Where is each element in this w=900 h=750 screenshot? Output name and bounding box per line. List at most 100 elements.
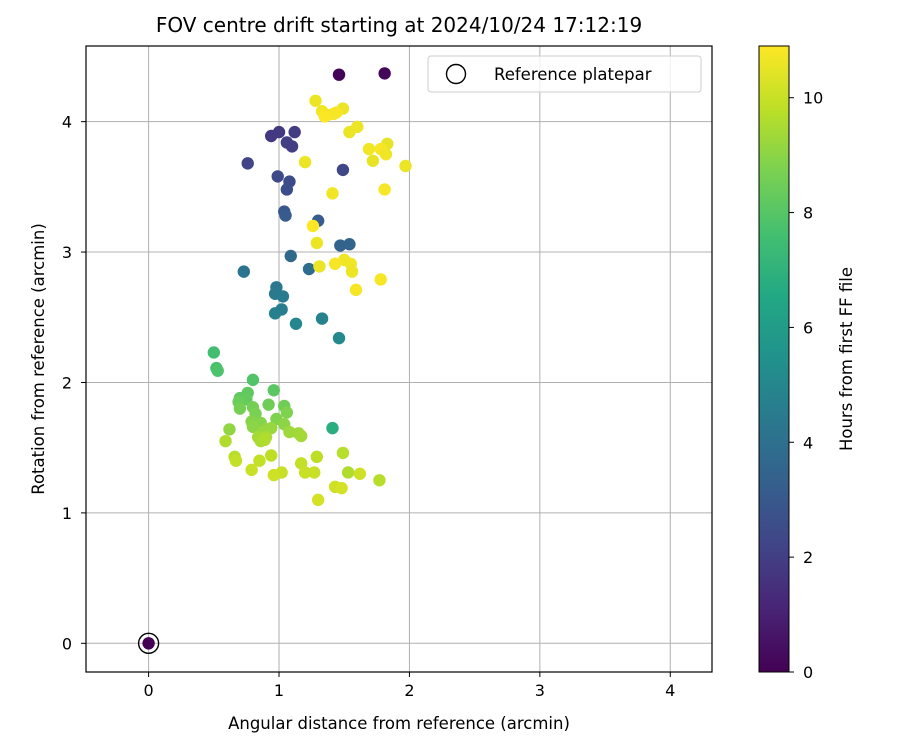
data-point bbox=[271, 170, 284, 183]
data-point bbox=[309, 94, 322, 107]
data-point bbox=[279, 209, 292, 222]
legend: Reference platepar bbox=[427, 55, 702, 93]
data-point bbox=[272, 125, 286, 139]
data-point bbox=[332, 68, 346, 81]
data-point bbox=[288, 125, 301, 139]
data-point bbox=[336, 446, 350, 460]
grid bbox=[86, 46, 712, 672]
x-tick-label: 3 bbox=[535, 681, 545, 700]
colorbar-tick-label: 0 bbox=[803, 663, 813, 682]
data-point bbox=[306, 219, 320, 233]
data-point bbox=[399, 159, 412, 173]
data-point bbox=[298, 155, 312, 169]
data-point bbox=[223, 423, 236, 436]
reference-point-group bbox=[137, 632, 160, 655]
data-point bbox=[253, 454, 266, 467]
data-point bbox=[318, 110, 331, 123]
colorbar bbox=[758, 45, 790, 673]
data-point bbox=[245, 463, 258, 477]
data-point bbox=[343, 238, 356, 251]
data-point bbox=[362, 142, 376, 156]
data-point bbox=[246, 420, 260, 434]
data-point bbox=[378, 183, 391, 196]
colorbar-title: Hours from first FF file bbox=[837, 267, 856, 451]
data-point bbox=[280, 406, 294, 419]
data-point bbox=[341, 466, 355, 479]
data-point bbox=[283, 425, 296, 439]
data-point bbox=[373, 474, 386, 487]
legend-marker-icon bbox=[445, 63, 467, 85]
data-point bbox=[366, 154, 380, 167]
data-point bbox=[241, 157, 254, 170]
data-point bbox=[311, 493, 325, 507]
data-point bbox=[353, 467, 367, 480]
data-point bbox=[378, 67, 391, 80]
data-point bbox=[326, 421, 339, 435]
y-tick-label: 4 bbox=[62, 113, 72, 132]
data-point bbox=[310, 450, 324, 464]
colorbar-ticks: 0 2 4 6 8 10 bbox=[789, 89, 823, 682]
data-point bbox=[343, 125, 356, 139]
legend-box bbox=[427, 55, 702, 93]
data-point bbox=[332, 331, 346, 345]
data-point bbox=[264, 449, 278, 462]
plot-frame bbox=[85, 45, 713, 673]
data-point bbox=[345, 265, 359, 278]
reference-point-ring bbox=[137, 632, 160, 655]
data-point bbox=[326, 187, 339, 200]
data-point bbox=[315, 312, 329, 325]
y-tick-label: 2 bbox=[62, 373, 72, 392]
data-point bbox=[233, 402, 247, 415]
scatter-points bbox=[207, 67, 412, 507]
x-tick-label: 1 bbox=[274, 681, 284, 700]
y-tick-label: 3 bbox=[62, 243, 72, 262]
data-point bbox=[335, 481, 348, 495]
data-point bbox=[308, 466, 321, 479]
reference-point bbox=[142, 637, 155, 650]
x-tick-label: 2 bbox=[404, 681, 414, 700]
data-point bbox=[349, 283, 363, 297]
data-point bbox=[276, 290, 290, 303]
data-point bbox=[298, 466, 312, 479]
x-tick-label: 4 bbox=[665, 681, 675, 700]
data-point bbox=[289, 317, 303, 330]
data-point bbox=[285, 140, 299, 153]
data-point bbox=[229, 454, 243, 467]
data-point bbox=[268, 307, 282, 320]
data-point bbox=[374, 273, 387, 286]
data-point bbox=[267, 384, 280, 397]
chart-title: FOV centre drift starting at 2024/10/24 … bbox=[156, 13, 642, 37]
data-point bbox=[284, 249, 297, 263]
data-point bbox=[328, 257, 342, 270]
x-axis-ticks: 0 1 2 3 4 bbox=[144, 672, 675, 700]
data-point bbox=[207, 346, 221, 359]
colorbar-tick-label: 2 bbox=[803, 548, 813, 567]
colorbar-tick-label: 6 bbox=[803, 318, 813, 337]
data-point bbox=[302, 262, 316, 276]
data-point bbox=[330, 106, 343, 119]
colorbar-tick-label: 10 bbox=[803, 89, 823, 108]
data-point bbox=[258, 433, 271, 447]
data-point bbox=[262, 398, 275, 411]
data-point bbox=[280, 183, 294, 196]
data-point bbox=[313, 260, 326, 273]
x-tick-label: 0 bbox=[144, 681, 154, 700]
data-point bbox=[310, 236, 324, 250]
y-axis-title: Rotation from reference (arcmin) bbox=[29, 223, 48, 495]
data-point bbox=[211, 364, 224, 377]
x-axis-title: Angular distance from reference (arcmin) bbox=[228, 714, 570, 733]
y-tick-label: 0 bbox=[62, 634, 72, 653]
data-point bbox=[336, 163, 350, 177]
data-point bbox=[267, 468, 280, 482]
colorbar-tick-label: 8 bbox=[803, 204, 813, 223]
legend-label: Reference platepar bbox=[494, 65, 652, 84]
y-axis-ticks: 0 1 2 3 4 bbox=[62, 113, 86, 653]
data-point bbox=[294, 429, 308, 443]
data-point bbox=[237, 265, 251, 278]
data-point bbox=[334, 239, 347, 252]
data-point bbox=[219, 434, 232, 448]
data-point bbox=[379, 148, 393, 161]
y-tick-label: 1 bbox=[62, 504, 72, 523]
